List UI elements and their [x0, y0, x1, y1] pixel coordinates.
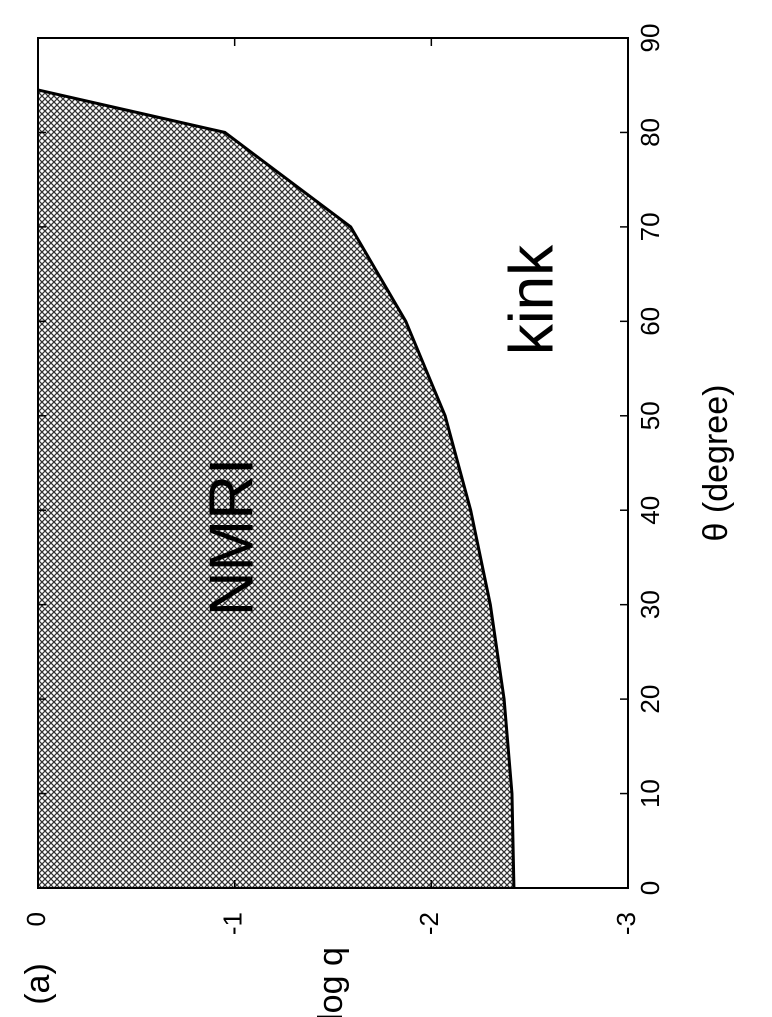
x-tick-label: 50	[635, 401, 665, 430]
x-tick-label: 90	[635, 24, 665, 53]
x-axis-title: θ (degree)	[697, 385, 735, 542]
y-tick-label: 0	[21, 912, 51, 926]
x-tick-label: 40	[635, 496, 665, 525]
y-axis-title: log q	[312, 947, 350, 1017]
x-tick-label: 0	[635, 881, 665, 895]
y-tick-label: -1	[218, 912, 248, 935]
x-tick-label: 70	[635, 212, 665, 241]
x-tick-label: 30	[635, 590, 665, 619]
region-label: kink	[497, 244, 566, 355]
plot-frame	[37, 37, 629, 889]
x-tick-label: 10	[635, 779, 665, 808]
x-tick-label: 80	[635, 118, 665, 147]
region-label: NMRI	[197, 458, 266, 616]
boundary-line	[37, 88, 516, 889]
y-tick-label: -3	[611, 912, 641, 935]
y-tick-label: -2	[414, 912, 444, 935]
annotation: (a)	[19, 963, 57, 1005]
x-tick-label: 60	[635, 307, 665, 336]
nmri-area	[38, 89, 514, 888]
x-tick-label: 20	[635, 685, 665, 714]
